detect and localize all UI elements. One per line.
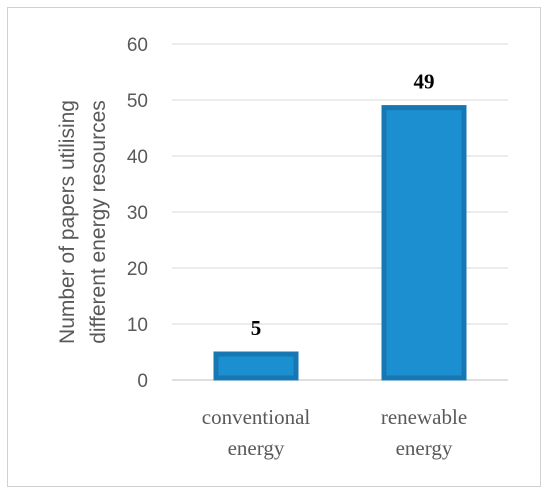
bars [213,105,467,381]
bar-0 [213,351,299,381]
x-axis-categories: conventional energy renewable energy [202,405,467,460]
category-label-0-line-0: conventional [202,405,311,429]
y-axis-label: Number of papers utilising different ener… [56,100,110,344]
data-label-1: 49 [414,70,435,94]
y-tick-label-0: 0 [137,371,148,392]
data-label-0: 5 [251,316,262,340]
y-axis-ticks: 0 10 20 30 40 50 60 [127,35,148,392]
y-tick-label-50: 50 [127,91,148,112]
category-label-1-line-1: energy [396,436,453,460]
y-tick-label-10: 10 [127,315,148,336]
y-tick-label-40: 40 [127,147,148,168]
bar-1 [381,105,467,381]
y-axis-label-line-0: Number of papers utilising [56,100,79,344]
category-label-1-line-0: renewable [381,405,467,429]
data-labels: 5 49 [251,70,435,340]
y-tick-label-20: 20 [127,259,148,280]
y-tick-label-30: 30 [127,203,148,224]
category-label-0-line-1: energy [228,436,285,460]
y-tick-label-60: 60 [127,35,148,56]
y-axis-label-line-1: different energy resources [87,100,110,344]
